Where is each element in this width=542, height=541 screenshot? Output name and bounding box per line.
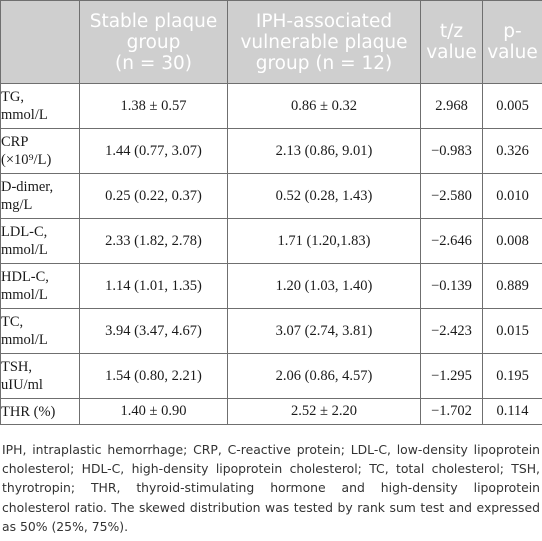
row-label-line1: HDL-C,	[1, 269, 49, 285]
p-value: 0.326	[482, 128, 542, 174]
table-row: D-dimer, mg/L 0.25 (0.22, 0.37) 0.52 (0.…	[0, 173, 542, 219]
tz-value: −2.423	[420, 308, 483, 354]
row-label-line1: D-dimer,	[1, 179, 54, 195]
header-tz-sub: value	[426, 42, 477, 63]
header-p-sub: value	[487, 42, 538, 63]
row-label: D-dimer, mg/L	[0, 173, 80, 219]
row-label: LDL-C, mmol/L	[0, 218, 80, 264]
row-label-line2: mmol/L	[1, 287, 48, 303]
row-label-line2: (×10⁹/L)	[1, 152, 52, 168]
table-row: CRP (×10⁹/L) 1.44 (0.77, 3.07) 2.13 (0.8…	[0, 128, 542, 174]
row-label: THR (%)	[0, 398, 80, 425]
stable-value: 1.40 ± 0.90	[79, 398, 228, 425]
p-value: 0.010	[482, 173, 542, 219]
header-iph-main: IPH-associated vulnerable plaque	[240, 10, 408, 53]
tz-value: −1.295	[420, 353, 483, 399]
table-row: TG, mmol/L 1.38 ± 0.57 0.86 ± 0.32 2.968…	[0, 83, 542, 129]
tz-value: −1.702	[420, 398, 483, 425]
header-tz-value: t/z value	[420, 0, 483, 84]
tz-value: −0.139	[420, 263, 483, 309]
header-p-value: p- value	[482, 0, 542, 84]
row-label: CRP (×10⁹/L)	[0, 128, 80, 174]
stable-value: 1.44 (0.77, 3.07)	[79, 128, 228, 174]
table-row: HDL-C, mmol/L 1.14 (1.01, 1.35) 1.20 (1.…	[0, 263, 542, 309]
header-stable-sub: (n = 30)	[115, 52, 192, 74]
table-row: THR (%) 1.40 ± 0.90 2.52 ± 2.20 −1.702 0…	[0, 398, 542, 425]
row-label-line2: uIU/ml	[1, 377, 43, 393]
results-table: Stable plaque group (n = 30) IPH-associa…	[0, 0, 542, 425]
iph-value: 2.52 ± 2.20	[227, 398, 421, 425]
row-label-line2: mmol/L	[1, 107, 48, 123]
stable-value: 1.14 (1.01, 1.35)	[79, 263, 228, 309]
header-stable-group: Stable plaque group (n = 30)	[79, 0, 228, 84]
p-value: 0.008	[482, 218, 542, 264]
stable-value: 2.33 (1.82, 2.78)	[79, 218, 228, 264]
header-cell-blank	[0, 0, 80, 84]
table-footnote: IPH, intraplastic hemorrhage; CRP, C-rea…	[2, 442, 540, 534]
row-label-line1: TSH,	[1, 359, 33, 375]
p-value: 0.114	[482, 398, 542, 425]
tz-value: −2.646	[420, 218, 483, 264]
row-label-line1: TG,	[1, 89, 24, 105]
iph-value: 0.52 (0.28, 1.43)	[227, 173, 421, 219]
p-value: 0.005	[482, 83, 542, 129]
header-row: Stable plaque group (n = 30) IPH-associa…	[0, 0, 542, 84]
row-label-line2: mg/L	[1, 197, 33, 213]
table-row: TC, mmol/L 3.94 (3.47, 4.67) 3.07 (2.74,…	[0, 308, 542, 354]
iph-value: 1.71 (1.20,1.83)	[227, 218, 421, 264]
stable-value: 3.94 (3.47, 4.67)	[79, 308, 228, 354]
header-iph-sub: group (n = 12)	[255, 52, 393, 74]
iph-value: 2.06 (0.86, 4.57)	[227, 353, 421, 399]
row-label: HDL-C, mmol/L	[0, 263, 80, 309]
stable-value: 1.54 (0.80, 2.21)	[79, 353, 228, 399]
iph-value: 0.86 ± 0.32	[227, 83, 421, 129]
p-value: 0.015	[482, 308, 542, 354]
header-tz-main: t/z	[439, 21, 464, 42]
p-value: 0.195	[482, 353, 542, 399]
header-iph-group: IPH-associated vulnerable plaque group (…	[227, 0, 421, 84]
row-label: TSH, uIU/ml	[0, 353, 80, 399]
stable-value: 0.25 (0.22, 0.37)	[79, 173, 228, 219]
row-label-line1: CRP	[1, 134, 29, 150]
row-label: TC, mmol/L	[0, 308, 80, 354]
header-stable-main: Stable plaque group	[89, 10, 218, 53]
row-label-line1: LDL-C,	[1, 224, 48, 240]
tz-value: 2.968	[420, 83, 483, 129]
stable-value: 1.38 ± 0.57	[79, 83, 228, 129]
iph-value: 3.07 (2.74, 3.81)	[227, 308, 421, 354]
tz-value: −0.983	[420, 128, 483, 174]
row-label: TG, mmol/L	[0, 83, 80, 129]
iph-value: 1.20 (1.03, 1.40)	[227, 263, 421, 309]
table-row: LDL-C, mmol/L 2.33 (1.82, 2.78) 1.71 (1.…	[0, 218, 542, 264]
iph-value: 2.13 (0.86, 9.01)	[227, 128, 421, 174]
table-row: TSH, uIU/ml 1.54 (0.80, 2.21) 2.06 (0.86…	[0, 353, 542, 399]
tz-value: −2.580	[420, 173, 483, 219]
row-label-line2: mmol/L	[1, 242, 48, 258]
row-label-line2: mmol/L	[1, 332, 48, 348]
row-label-line1: TC,	[1, 314, 24, 330]
header-p-main: p-	[503, 21, 522, 42]
p-value: 0.889	[482, 263, 542, 309]
